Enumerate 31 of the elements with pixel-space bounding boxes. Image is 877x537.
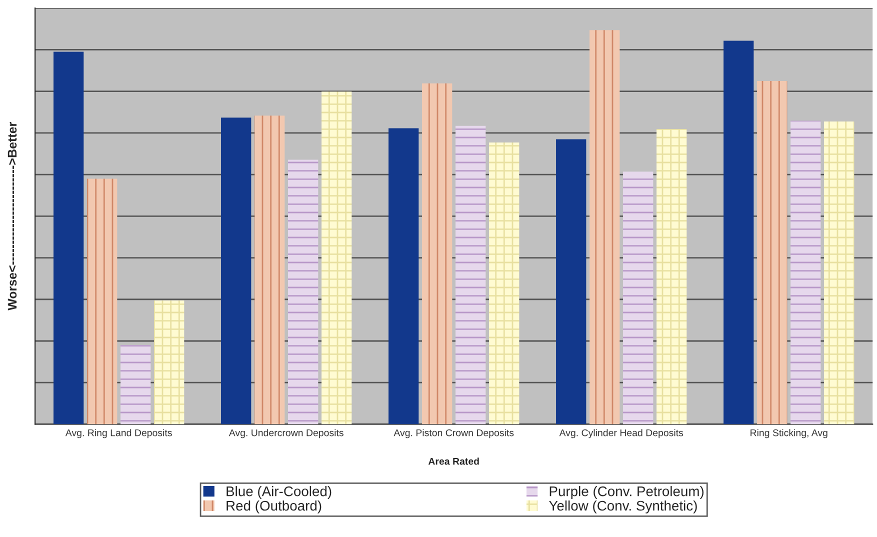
bar <box>388 128 419 424</box>
bar <box>154 300 184 424</box>
bar <box>288 160 318 424</box>
bar <box>120 345 151 424</box>
bar <box>254 116 285 424</box>
bar <box>556 139 586 424</box>
bar <box>656 129 687 424</box>
legend-label: Yellow (Conv. Synthetic) <box>549 500 697 514</box>
bar <box>221 118 252 424</box>
x-tick-label: Avg. Ring Land Deposits <box>65 429 172 438</box>
bar <box>724 40 754 424</box>
bar <box>489 142 520 424</box>
bar <box>456 126 486 424</box>
bar <box>322 92 352 424</box>
bar <box>87 178 118 424</box>
bar <box>623 172 654 424</box>
x-tick-label: Ring Sticking, Avg <box>750 429 828 438</box>
bar <box>757 80 788 424</box>
y-axis-title: Worse<------------------------>Better <box>8 122 17 310</box>
x-tick-label: Avg. Cylinder Head Deposits <box>559 429 684 438</box>
bar <box>590 30 620 424</box>
x-axis-title: Area Rated <box>428 458 479 465</box>
x-tick-label: Avg. Undercrown Deposits <box>228 429 344 438</box>
bar <box>824 122 854 424</box>
bar <box>790 120 821 424</box>
bar <box>54 52 84 424</box>
x-tick-label: Avg. Piston Crown Deposits <box>394 429 514 438</box>
legend-label: Purple (Conv. Petroleum) <box>550 486 704 499</box>
legend-label: Red (Outboard) <box>226 500 322 514</box>
legend-label: Blue (Air-Cooled) <box>226 486 332 499</box>
bar <box>422 83 452 424</box>
